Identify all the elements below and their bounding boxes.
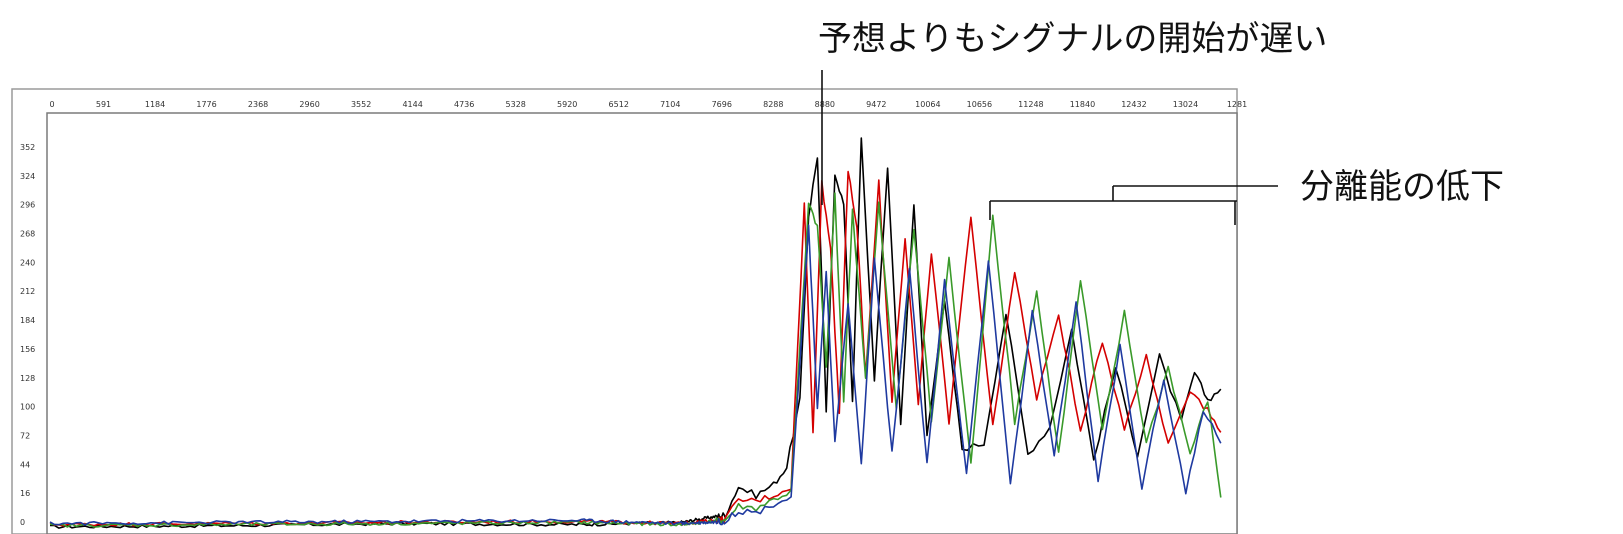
y-tick-label: 72 [20,431,30,440]
x-tick-label: 0 [49,100,54,109]
x-tick-label: 11248 [1018,100,1043,109]
y-tick-label: 44 [20,460,30,469]
x-tick-label: 1281 [1227,100,1247,109]
x-tick-label: 12432 [1121,100,1146,109]
y-tick-label: 296 [20,201,35,210]
x-tick-label: 7696 [712,100,732,109]
x-tick-label: 10064 [915,100,940,109]
resolution-bracket [989,185,1278,225]
y-tick-labels: 352 324 296 268 240 212 184 156 128 100 72 44 16 0 [20,143,35,527]
y-tick-label: 184 [20,316,35,325]
x-tick-label: 9472 [866,100,886,109]
x-tick-labels: 0 591 1184 1776 2368 2960 3552 4144 4736 5328 5920… [49,100,1247,109]
y-tick-label: 240 [20,258,35,267]
x-tick-label: 591 [96,100,111,109]
y-tick-label: 352 [20,143,35,152]
x-tick-label: 11840 [1070,100,1095,109]
x-tick-label: 5328 [506,100,526,109]
x-tick-label: 10656 [967,100,992,109]
series-trace [49,224,1222,526]
x-tick-label: 2368 [248,100,268,109]
y-tick-label: 156 [20,345,35,354]
y-tick-label: 16 [20,489,30,498]
x-tick-label: 4736 [454,100,474,109]
y-tick-label: 268 [20,230,35,239]
y-tick-label: 100 [20,403,35,412]
annotation-late-signal: 予想よりもシグナルの開始が遅い [818,19,1328,59]
x-tick-label: 8288 [763,100,783,109]
x-tick-label: 1184 [145,100,165,109]
y-tick-label: 0 [20,518,25,527]
plot-area [46,112,1238,534]
x-tick-label: 6512 [609,100,629,109]
y-tick-label: 324 [20,172,35,181]
x-tick-label: 2960 [299,100,319,109]
y-tick-label: 128 [20,374,35,383]
x-tick-label: 5920 [557,100,577,109]
x-tick-label: 7104 [660,100,680,109]
x-tick-label: 8880 [815,100,835,109]
series-layer [49,137,1222,529]
annotation-low-resolution: 分離能の低下 [1300,167,1504,207]
x-tick-label: 1776 [196,100,216,109]
series-trace [49,192,1222,528]
x-tick-label: 3552 [351,100,371,109]
y-tick-label: 212 [20,287,35,296]
x-tick-label: 4144 [402,100,422,109]
x-tick-label: 13024 [1173,100,1198,109]
